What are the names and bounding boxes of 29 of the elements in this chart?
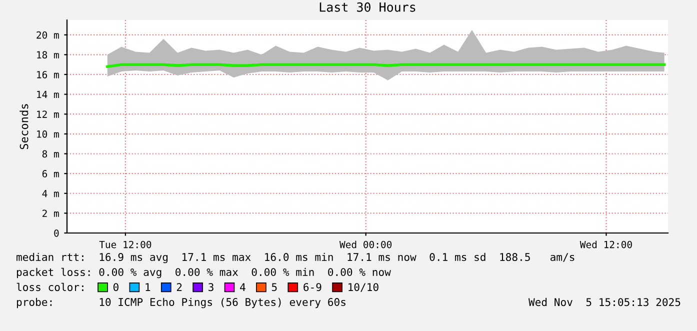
chart-title: Last 30 Hours	[320, 2, 416, 12]
legend-label: 6-9	[304, 283, 322, 292]
legend-label: 0	[113, 283, 118, 292]
text: median rtt: 16.9 ms avg 17.1 ms max 16.0 ms min 17.1 ms now 0.1 ms sd 188.5 am/s	[16, 252, 574, 264]
legend-label: 10/10	[348, 283, 378, 292]
x-tick-label: Tue 12:00	[99, 240, 152, 248]
text: loss color:	[16, 282, 84, 292]
y-tick-label: 10 m	[37, 130, 59, 138]
y-tick-label: 4 m	[42, 190, 59, 198]
legend-label: 3	[208, 283, 214, 292]
y-tick-label: 8 m	[42, 150, 59, 158]
y-axis-title: Seconds	[20, 104, 28, 150]
x-tick-label: Wed 12:00	[580, 240, 632, 248]
y-tick-label: 0	[54, 230, 59, 237]
y-tick-label: 18 m	[37, 51, 59, 59]
text: Wed Nov 5 15:05:13 2025	[528, 298, 680, 306]
y-tick-label: 14 m	[37, 90, 59, 98]
y-tick-label: 16 m	[37, 70, 59, 78]
y-tick-label: 6 m	[42, 170, 59, 178]
legend-label: 2	[176, 283, 182, 291]
y-tick-label: 2 m	[42, 210, 59, 217]
x-tick-label: Wed 00:00	[339, 240, 392, 248]
y-tick-label: 20 m	[36, 31, 59, 39]
legend-label: 5	[272, 283, 277, 292]
legend-label: 4	[240, 283, 246, 291]
text: packet loss: 0.00 % avg 0.00 % max 0.00 % min 0.00 % now	[16, 268, 391, 278]
text: probe: 10 ICMP Echo Pings (56 Bytes) every 60s	[16, 298, 346, 308]
y-tick-label: 12 m	[37, 110, 59, 118]
legend-label: 1	[146, 283, 150, 291]
